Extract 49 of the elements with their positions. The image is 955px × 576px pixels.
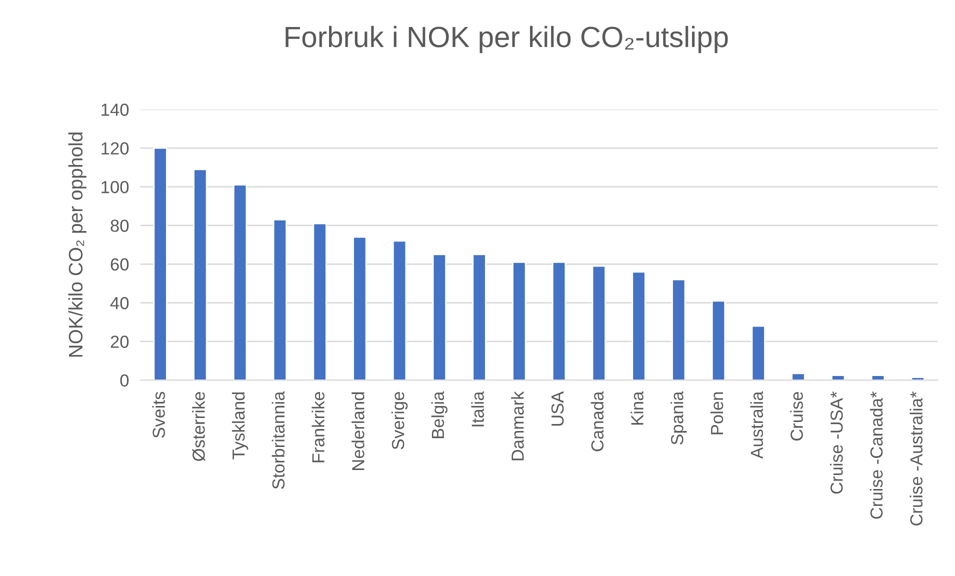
bar <box>791 372 806 380</box>
x-tick-label: Cruise <box>790 392 803 441</box>
bar <box>751 325 766 380</box>
x-tick-label: Australia <box>750 391 764 459</box>
bar <box>272 218 288 380</box>
x-tick-label: USA <box>551 391 564 426</box>
bar <box>592 265 606 380</box>
y-tick-label: 100 <box>102 180 129 194</box>
x-tick-label: Canada <box>590 391 604 452</box>
x-tick-label: Cruise -Australia* <box>910 392 923 526</box>
chart-title: Forbruk i NOK per kilo CO₂-utslipp <box>286 26 728 54</box>
bar <box>831 374 846 380</box>
y-tick-label: 60 <box>110 258 129 271</box>
bar <box>711 300 726 380</box>
bar <box>552 262 566 380</box>
x-tick-label: Belgia <box>431 391 448 438</box>
x-tick-label: Sverige <box>391 392 408 450</box>
bar <box>232 184 248 380</box>
y-tick-label: 80 <box>110 220 129 232</box>
x-tick-label: Cruise -Canada* <box>870 392 883 519</box>
bar <box>472 254 486 380</box>
bar <box>432 254 446 380</box>
x-tick-label: Kina <box>630 391 644 425</box>
bar <box>153 147 168 380</box>
bar <box>672 278 686 380</box>
y-tick-label: 40 <box>110 296 129 310</box>
x-tick-label: Italia <box>471 391 484 426</box>
y-tick-label: 0 <box>120 374 129 387</box>
y-tick-label: 20 <box>110 336 129 348</box>
x-tick-label: Polen <box>710 392 724 434</box>
x-tick-label: Nederland <box>352 392 364 470</box>
x-tick-label: Spania <box>670 391 687 445</box>
y-tick-label: 120 <box>102 142 129 155</box>
bar <box>312 222 327 380</box>
x-tick-label: Danmark <box>511 391 524 460</box>
x-tick-label: Østerrike <box>192 392 206 462</box>
x-tick-label: Sveits <box>152 392 165 438</box>
x-tick-label: Frankrike <box>312 392 324 462</box>
x-tick-label: Tyskland <box>232 392 248 460</box>
bar <box>392 240 407 380</box>
y-tick-label: 140 <box>102 104 129 116</box>
bar <box>193 168 208 380</box>
bar <box>352 236 367 380</box>
bar <box>512 262 526 380</box>
bar <box>870 374 886 380</box>
bar <box>632 271 646 380</box>
y-axis-title: NOK/kilo CO₂ per opphold <box>68 132 86 357</box>
x-tick-label: Storbritannia <box>272 391 285 489</box>
x-tick-label: Cruise -USA* <box>830 392 843 494</box>
